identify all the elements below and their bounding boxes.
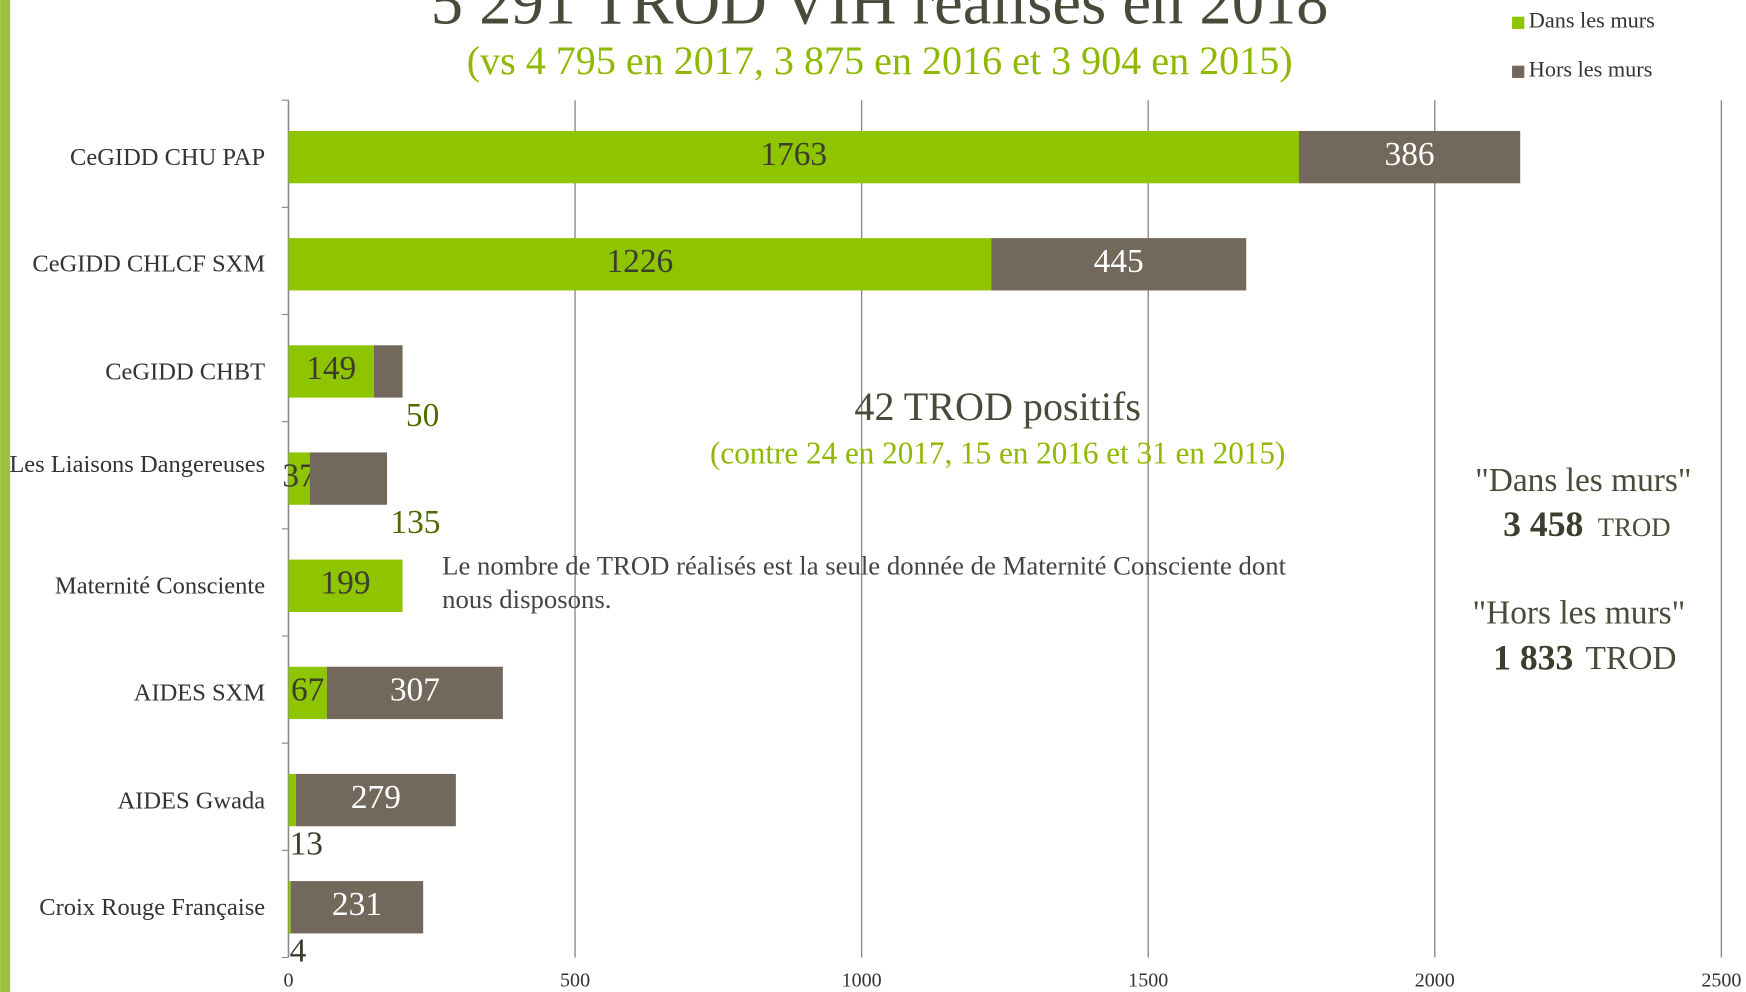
bar-segment (288, 881, 291, 934)
bar-segment (295, 773, 456, 827)
bar-segment (1298, 130, 1521, 184)
bar-segment (288, 345, 374, 398)
bar-segment (326, 666, 503, 720)
category-label: AIDES SXM (133, 678, 266, 707)
annotation: TROD (1598, 512, 1671, 542)
category-label: AIDES Gwada (117, 785, 266, 814)
legend-swatch (1512, 16, 1525, 29)
annotation: 42 TROD positifs (854, 384, 1141, 429)
annotation: (contre 24 en 2017, 15 en 2016 et 31 en … (710, 436, 1285, 471)
x-tick-label: 2000 (1415, 970, 1455, 992)
annotation: TROD (1586, 640, 1677, 677)
x-tick-label: 1000 (842, 970, 882, 992)
value-label: 1226 (606, 243, 673, 280)
value-label: 199 (320, 564, 370, 601)
category-label-box: CeGIDD CHBT (105, 356, 266, 385)
category-label: Les Liaisons Dangereuses (9, 449, 266, 478)
bar-segment (288, 452, 310, 505)
category-label-box: Croix Rouge Française (39, 892, 266, 921)
bar-segment (288, 130, 1299, 184)
bar-segment (288, 559, 403, 612)
annotation: 3 458 (1503, 504, 1583, 544)
value-label: 1763 (760, 136, 827, 173)
category-label-box: CeGIDD CHLCF SXM (32, 249, 266, 278)
legend-label: Hors les murs (1529, 56, 1653, 81)
frame-strip (0, 0, 11, 992)
bar-segment (991, 238, 1247, 291)
category-label-box: AIDES SXM (133, 678, 266, 707)
x-tick-label: 1500 (1128, 970, 1168, 992)
bar-segment (288, 666, 327, 720)
value-label: 13 (290, 826, 323, 863)
annotation: 1 833 (1493, 638, 1573, 678)
category-label: CeGIDD CHU PAP (70, 142, 266, 171)
category-label-box: CeGIDD CHU PAP (70, 142, 266, 171)
x-tick-label: 2500 (1701, 970, 1741, 992)
category-label: CeGIDD CHLCF SXM (32, 249, 266, 278)
annotation: Le nombre de TROD réalisés est la seule … (442, 552, 1287, 615)
category-label: Maternité Consciente (54, 571, 266, 600)
annotation: "Hors les murs" (1472, 594, 1685, 631)
bar-segment (309, 452, 388, 505)
value-label: 386 (1385, 136, 1435, 173)
category-label-box: AIDES Gwada (117, 785, 266, 814)
category-label-box: Maternité Consciente (54, 571, 266, 600)
x-tick-label: 500 (560, 970, 590, 992)
chart-title: 5 291 TROD VIH réalisés en 2018 (431, 0, 1329, 38)
value-label: 50 (406, 397, 439, 434)
category-label: CeGIDD CHBT (105, 356, 266, 385)
annotation-box: Le nombre de TROD réalisés est la seule … (442, 552, 1287, 615)
value-label: 231 (332, 886, 382, 923)
bar-segment (290, 881, 424, 934)
value-label: 4 (290, 933, 307, 970)
x-tick-label: 0 (283, 970, 293, 992)
bar-segment (288, 238, 992, 291)
chart-subtitle: (vs 4 795 en 2017, 3 875 en 2016 et 3 90… (467, 38, 1293, 83)
value-label: 279 (351, 779, 401, 816)
value-label: 307 (390, 672, 440, 709)
bar-segment (373, 345, 403, 398)
category-label-box: Les Liaisons Dangereuses (9, 449, 266, 478)
legend-swatch (1512, 65, 1525, 78)
value-label: 149 (306, 350, 356, 387)
legend-label: Dans les murs (1529, 7, 1655, 32)
category-label: Croix Rouge Française (39, 892, 266, 921)
bar-segment (288, 773, 296, 827)
value-label: 135 (390, 504, 440, 541)
value-label: 67 (291, 672, 324, 709)
value-label: 445 (1094, 243, 1144, 280)
annotation: "Dans les murs" (1475, 462, 1691, 499)
